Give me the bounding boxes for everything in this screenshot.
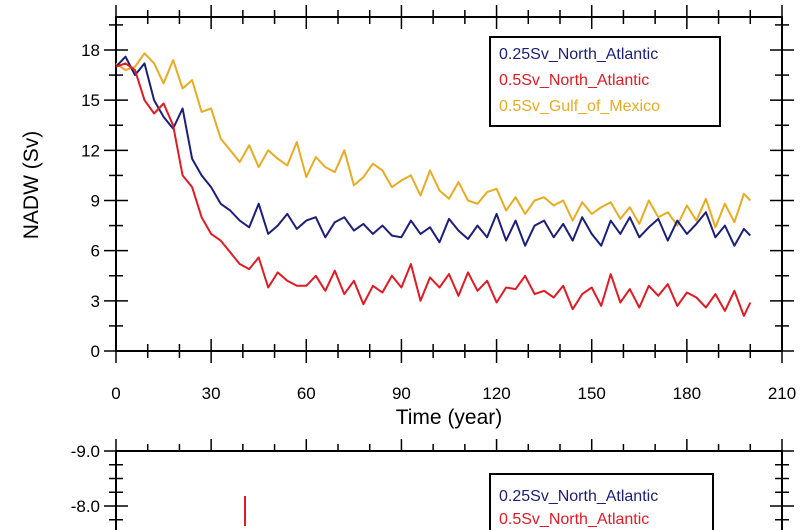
legend-box	[489, 473, 714, 530]
y-tick-label: 3	[91, 292, 100, 311]
x-tick-label: 90	[392, 384, 411, 403]
legend-entry: 0.5Sv_North_Atlantic	[499, 72, 649, 89]
top-plot-frame	[115, 16, 783, 352]
legend-entry: 0.25Sv_North_Atlantic	[499, 488, 658, 505]
y-tick-label: 0	[91, 342, 100, 361]
y-tick-label: 9	[91, 192, 100, 211]
legend-box	[489, 36, 721, 127]
bottom-chart: -9.0 -8.0 0.25Sv_North_Atlantic 0.5Sv_No…	[71, 439, 794, 530]
series-line-0.5Sv_Gulf_of_Mexico	[115, 52, 752, 229]
x-tick-label: 0	[111, 384, 120, 403]
bottom-legend: 0.25Sv_North_Atlantic 0.5Sv_North_Atlant…	[489, 473, 714, 530]
x-axis-title: Time (year)	[396, 406, 503, 429]
series-line-0.5Sv_North_Atlantic	[115, 62, 752, 317]
top-series-lines	[115, 52, 752, 317]
y-tick-label: 12	[81, 141, 100, 160]
x-tick-label: 30	[202, 384, 221, 403]
y-tick-label: -9.0	[71, 442, 100, 461]
x-tick-label: 210	[768, 384, 796, 403]
legend-entry: 0.25Sv_North_Atlantic	[499, 46, 658, 63]
y-tick-label: 15	[81, 91, 100, 110]
x-tick-label: 180	[673, 384, 701, 403]
top-legend: 0.25Sv_North_Atlantic 0.5Sv_North_Atlant…	[489, 36, 721, 127]
top-axis-ticks: 0 30 60 90 120 150 180 210 0 3 6 9 12 15 18	[81, 5, 796, 403]
y-axis-title: NADW (Sv)	[20, 131, 43, 240]
x-tick-label: 60	[297, 384, 316, 403]
series-line-0.25Sv_North_Atlantic	[115, 55, 752, 247]
x-tick-label: 150	[578, 384, 606, 403]
y-tick-label: 18	[81, 41, 100, 60]
bottom-axis-ticks	[104, 439, 794, 521]
y-tick-label: -8.0	[71, 497, 100, 516]
top-chart: 0 30 60 90 120 150 180 210 0 3 6 9 12 15 18 Time (year…	[20, 5, 796, 429]
legend-entry: 0.5Sv_North_Atlantic	[499, 511, 649, 528]
legend-entry: 0.5Sv_Gulf_of_Mexico	[499, 98, 660, 115]
y-tick-label: 6	[91, 242, 100, 261]
x-tick-label: 120	[482, 384, 510, 403]
